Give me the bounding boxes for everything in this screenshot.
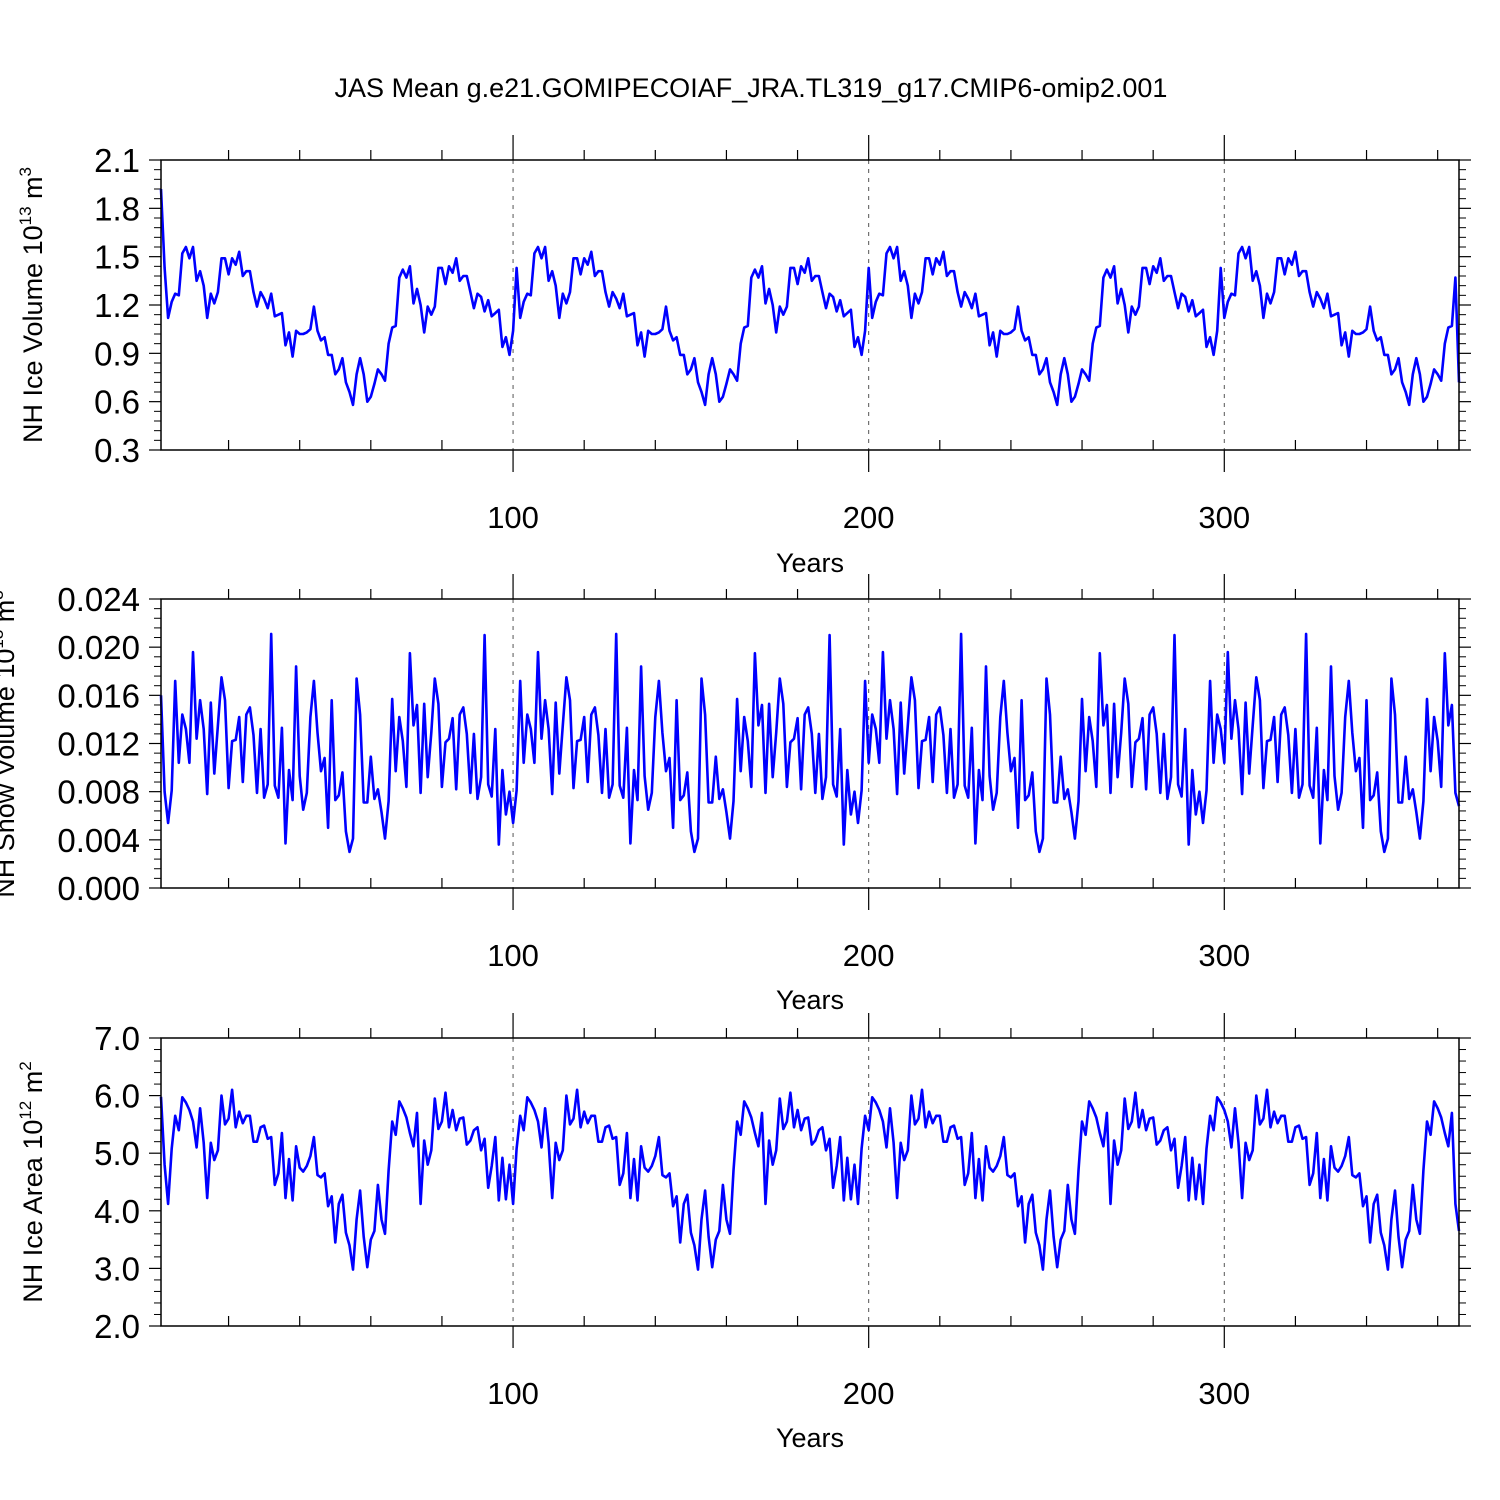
snow-volume-y-tick-label: 0.024: [57, 581, 140, 618]
panel-snow-volume: NH Snow Volume 1013 m3 Years 100 200 300 0.…: [0, 574, 1471, 1015]
snow-volume-series-line: [159, 632, 1461, 854]
ice-volume-plot-frame: [160, 159, 1460, 451]
panel-ice-volume: NH Ice Volume 1013 m3 Years 100 200 300 0.3…: [16, 135, 1471, 578]
ice-volume-x-tick-label: 200: [843, 500, 895, 535]
snow-volume-y-axis-label: NH Snow Volume 1013 m3: [0, 590, 20, 898]
snow-volume-y-tick-label: 0.020: [57, 629, 140, 666]
snow-volume-x-tick-label: 300: [1198, 938, 1250, 973]
panel-ice-area: NH Ice Area 1012 m2 Years 100 200 300 2.0 3.…: [16, 1013, 1471, 1453]
figure-title: JAS Mean g.e21.GOMIPECOIAF_JRA.TL319_g17…: [335, 73, 1168, 103]
ice-volume-series-line: [159, 188, 1461, 407]
ice-area-y-tick-label: 7.0: [94, 1020, 140, 1057]
ice-volume-y-tick-label: 1.8: [94, 190, 140, 227]
snow-volume-y-tick-label: 0.000: [57, 870, 140, 907]
ice-volume-y-axis-label: NH Ice Volume 1013 m3: [16, 167, 48, 443]
ice-area-plot-frame: [160, 1037, 1460, 1327]
ice-volume-y-tick-label: 0.6: [94, 384, 140, 421]
ice-volume-y-tick-label: 0.9: [94, 335, 140, 372]
snow-volume-y-tick-label: 0.004: [57, 822, 140, 859]
ice-volume-y-tick-label: 1.5: [94, 239, 140, 276]
ice-area-x-axis-label: Years: [776, 1423, 844, 1453]
snow-volume-y-tick-label: 0.008: [57, 774, 140, 811]
ice-area-series-line: [159, 1088, 1461, 1271]
ice-volume-y-tick-label: 0.3: [94, 432, 140, 469]
ice-volume-x-tick-label: 100: [487, 500, 539, 535]
ice-area-x-tick-label: 200: [843, 1376, 895, 1411]
ice-area-y-tick-label: 4.0: [94, 1193, 140, 1230]
snow-volume-x-tick-label: 100: [487, 938, 539, 973]
snow-volume-plot-frame: [160, 598, 1460, 889]
ice-area-y-tick-label: 2.0: [94, 1308, 140, 1345]
ice-area-y-tick-label: 3.0: [94, 1250, 140, 1287]
ice-volume-x-tick-label: 300: [1198, 500, 1250, 535]
ice-area-x-tick-label: 100: [487, 1376, 539, 1411]
ice-volume-y-tick-label: 1.2: [94, 287, 140, 324]
ice-area-x-tick-label: 300: [1198, 1376, 1250, 1411]
ice-area-y-tick-label: 6.0: [94, 1078, 140, 1115]
ice-volume-x-axis-label: Years: [776, 548, 844, 578]
ice-volume-y-tick-label: 2.1: [94, 142, 140, 179]
ice-area-y-tick-label: 5.0: [94, 1135, 140, 1172]
snow-volume-x-axis-label: Years: [776, 985, 844, 1015]
snow-volume-y-tick-label: 0.012: [57, 726, 140, 763]
snow-volume-x-tick-label: 200: [843, 938, 895, 973]
ice-area-y-axis-label: NH Ice Area 1012 m2: [16, 1061, 48, 1302]
snow-volume-y-tick-label: 0.016: [57, 677, 140, 714]
